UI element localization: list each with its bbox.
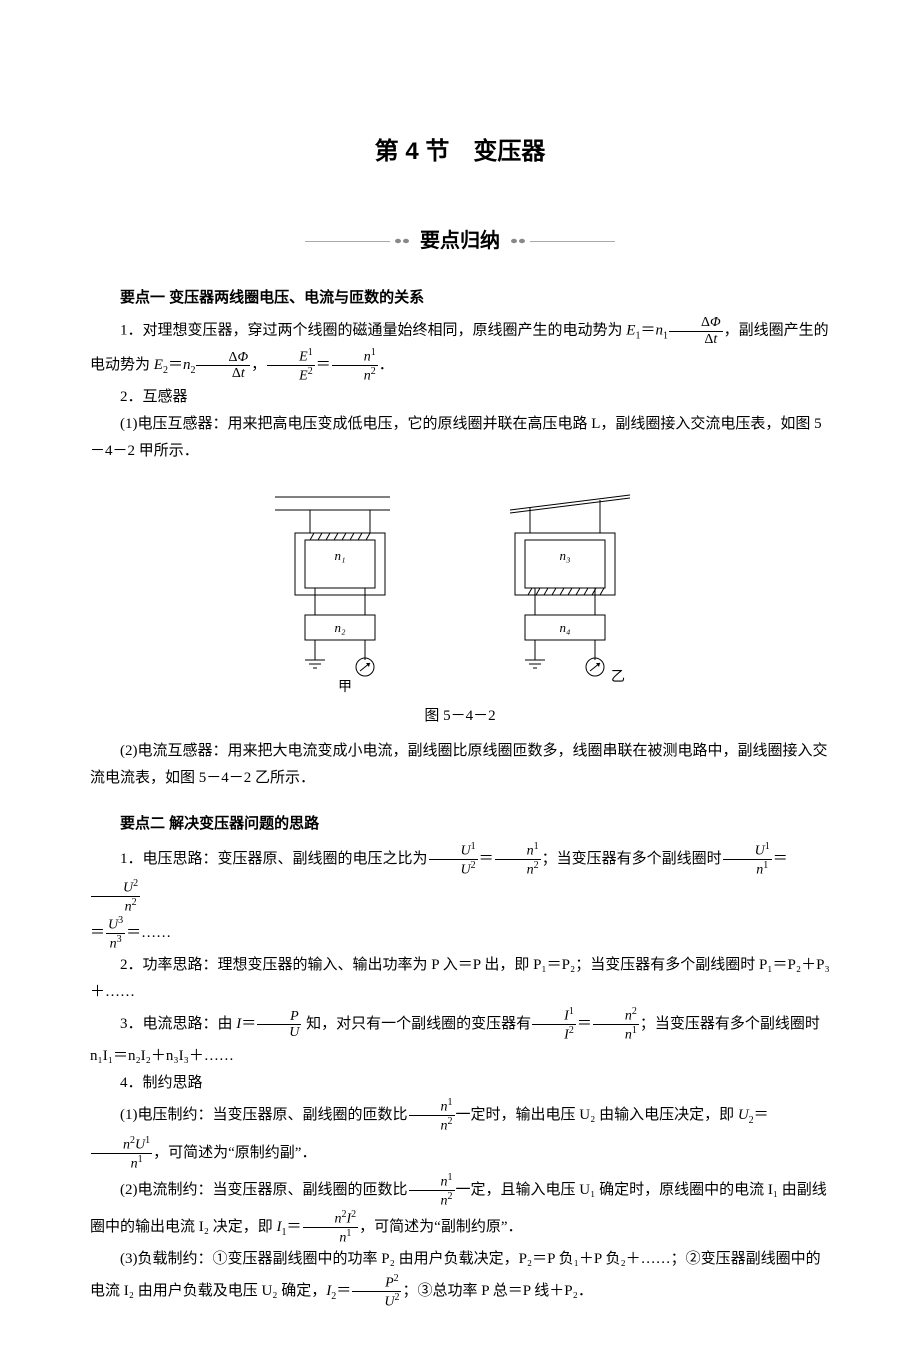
text: ；当变压器有多个副线圈时 — [542, 851, 722, 867]
point2-p1-cont: ＝U3n3＝…… — [90, 915, 830, 952]
label-jia: 甲 — [338, 680, 352, 695]
point2-title: 要点二 解决变压器问题的思路 — [90, 810, 830, 837]
label-n3: n₃ — [559, 548, 570, 563]
point2-p3: 3．电流思路：由 I＝PU 知，对只有一个副线圈的变压器有I1I2＝n2n1；当… — [90, 1006, 830, 1070]
ornament-right — [506, 236, 530, 246]
point1-p3: (1)电压互感器：用来把高电压变成低电压，它的原线圈并联在高压电路 L，副线圈接… — [90, 411, 830, 465]
text: ． — [379, 357, 394, 373]
point2-p7: (3)负载制约：①变压器副线圈中的功率 P₂ 由用户负载决定，P₂＝P 负₁＋P… — [90, 1246, 830, 1310]
figure-right: n₃ n₄ 乙 — [470, 485, 660, 695]
point1-p2: 2．互感器 — [90, 384, 830, 411]
point2-p1: 1．电压思路：变压器原、副线圈的电压之比为U1U2＝n1n2；当变压器有多个副线… — [90, 841, 830, 915]
text: (1)电压制约：当变压器原、副线圈的匝数比 — [120, 1107, 408, 1123]
text: 知，对只有一个副线圈的变压器有 — [302, 1016, 531, 1032]
divider-right — [530, 241, 615, 242]
label-n2: n₂ — [334, 620, 346, 635]
section-title: 要点归纳 — [414, 223, 506, 259]
figure-left: n₁ n₂ 甲 — [260, 485, 430, 695]
text: 3．电流思路：由 — [120, 1016, 236, 1032]
text: ，可简述为“原制约副”． — [153, 1145, 316, 1161]
label-yi: 乙 — [611, 669, 625, 685]
text: ＝…… — [126, 925, 171, 941]
text: (2)电流制约：当变压器原、副线圈的匝数比 — [120, 1182, 408, 1198]
label-n1: n₁ — [334, 548, 345, 563]
point2-p2: 2．功率思路：理想变压器的输入、输出功率为 P 入＝P 出，即 P₁＝P₂；当变… — [90, 952, 830, 1006]
point2-p5: (1)电压制约：当变压器原、副线圈的匝数比n1n2一定时，输出电压 U₂ 由输入… — [90, 1097, 830, 1171]
page-title: 第 4 节 变压器 — [90, 130, 830, 173]
label-n4: n₄ — [559, 620, 571, 635]
text: 一定时，输出电压 U₂ 由输入电压决定，即 — [456, 1107, 738, 1123]
point1-p1: 1．对理想变压器，穿过两个线圈的磁通量始终相同，原线圈产生的电动势为 E1＝n1… — [90, 315, 830, 384]
point2-p6: (2)电流制约：当变压器原、副线圈的匝数比n1n2一定，且输入电压 U₁ 确定时… — [90, 1172, 830, 1246]
figure-5-4-2: n₁ n₂ 甲 n₃ n₄ 乙 — [90, 485, 830, 695]
point1-p4: (2)电流互感器：用来把大电流变成小电流，副线圈比原线圈匝数多，线圈串联在被测电… — [90, 738, 830, 792]
divider-left — [305, 241, 390, 242]
point2-p4: 4．制约思路 — [90, 1070, 830, 1097]
section-header: 要点归纳 — [90, 223, 830, 259]
figure-caption: 图 5－4－2 — [90, 703, 830, 730]
text: ， — [251, 357, 266, 373]
text: 1．对理想变压器，穿过两个线圈的磁通量始终相同，原线圈产生的电动势为 — [120, 323, 626, 339]
text: 1．电压思路：变压器原、副线圈的电压之比为 — [120, 851, 428, 867]
ornament-left — [390, 236, 414, 246]
text: ；③总功率 P 总＝P 线＋P₂． — [402, 1283, 592, 1299]
point1-title: 要点一 变压器两线圈电压、电流与匝数的关系 — [90, 284, 830, 311]
text: ，可简述为“副制约原”． — [359, 1219, 522, 1235]
